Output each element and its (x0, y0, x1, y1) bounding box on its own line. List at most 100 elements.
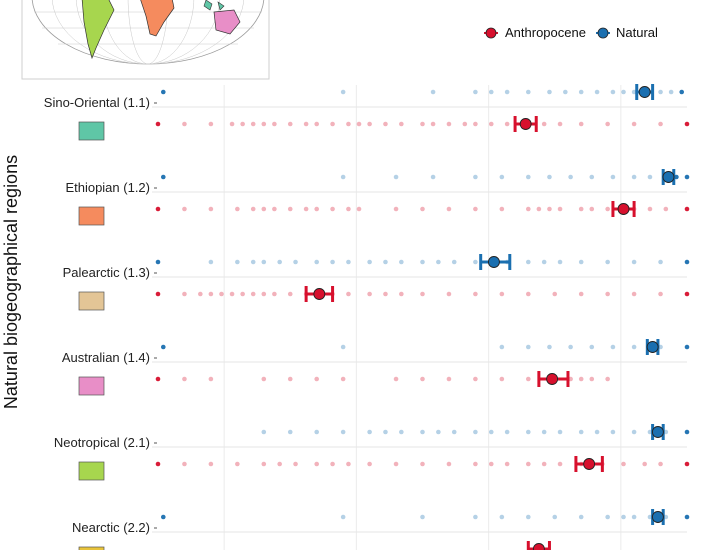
anthropocene-point (198, 291, 203, 297)
natural-point (499, 514, 505, 520)
natural-point (684, 429, 690, 435)
anthropocene-point (393, 461, 399, 467)
natural-point (526, 174, 531, 180)
anthropocene-point (261, 461, 267, 467)
anthropocene-point (155, 121, 161, 127)
anthropocene-point (330, 206, 335, 212)
natural-point (420, 514, 425, 520)
natural-point (155, 259, 161, 265)
anthropocene-point (393, 376, 399, 382)
region-row: Ethiopian (1.2) (65, 169, 690, 226)
anthropocene-point (488, 461, 494, 467)
natural-point (578, 429, 584, 435)
anthropocene-point (155, 376, 161, 382)
natural-point (552, 514, 558, 520)
anthropocene-point (303, 206, 309, 212)
natural-point (451, 429, 457, 435)
natural-point (399, 259, 404, 265)
natural-point (430, 89, 436, 95)
anthropocene-point (684, 206, 690, 212)
anthropocene-point (605, 376, 610, 382)
anthropocene-point (235, 461, 240, 467)
natural-point (346, 259, 351, 265)
natural-point (277, 259, 282, 265)
anthropocene-point (536, 206, 542, 212)
anthropocene-point (557, 121, 563, 127)
anthropocene-point (658, 291, 663, 297)
natural-point (330, 259, 335, 265)
region-swatch (78, 291, 105, 311)
anthropocene-point (430, 121, 436, 127)
natural-point (541, 429, 547, 435)
region-swatch (78, 461, 105, 481)
natural-point (250, 259, 256, 265)
inset-map-islands (203, 0, 225, 11)
natural-point (499, 344, 505, 350)
natural-point (631, 259, 637, 265)
natural-point (340, 174, 346, 180)
natural-point (526, 344, 531, 350)
anthropocene-point (367, 461, 372, 467)
anthropocene-point (250, 121, 256, 127)
natural-point (594, 429, 600, 435)
anthropocene-point (346, 461, 351, 467)
region-label: Australian (1.4) (62, 350, 150, 365)
anthropocene-point (287, 121, 293, 127)
natural-point (367, 259, 372, 265)
region-swatch (78, 206, 105, 226)
anthropocene-point (346, 121, 351, 127)
natural-point (526, 89, 531, 95)
legend-key-anthropocene (485, 27, 497, 39)
anthropocene-point (287, 206, 293, 212)
anthropocene-point (261, 291, 267, 297)
natural-point (610, 344, 616, 350)
anthropocene-point (526, 376, 531, 382)
natural-point (430, 174, 436, 180)
natural-point (473, 174, 478, 180)
anthropocene-point (420, 461, 425, 467)
anthropocene-point (658, 461, 663, 467)
natural-point (473, 259, 478, 265)
anthropocene-point (272, 291, 277, 297)
anthropocene-mean-marker (313, 288, 326, 300)
anthropocene-point (250, 206, 256, 212)
anthropocene-point (340, 376, 346, 382)
natural-point (393, 174, 399, 180)
anthropocene-point (261, 121, 267, 127)
anthropocene-point (605, 291, 610, 297)
natural-mean-marker (651, 511, 664, 523)
y-axis-label: Natural biogeographical regions (1, 155, 21, 409)
natural-point (420, 429, 425, 435)
anthropocene-point (208, 206, 214, 212)
natural-point (420, 259, 425, 265)
anthropocene-point (473, 121, 478, 127)
anthropocene-point (504, 461, 510, 467)
natural-point (594, 89, 600, 95)
anthropocene-point (473, 376, 478, 382)
natural-point (473, 429, 478, 435)
natural-point (684, 174, 690, 180)
anthropocene-point (261, 376, 267, 382)
region-label: Sino-Oriental (1.1) (44, 95, 150, 110)
region-swatch (78, 546, 105, 550)
natural-point (261, 259, 267, 265)
region-row: Sino-Oriental (1.1) (44, 84, 690, 141)
anthropocene-point (235, 206, 240, 212)
anthropocene-point (499, 206, 505, 212)
natural-point (568, 174, 573, 180)
region-label: Neotropical (2.1) (54, 435, 150, 450)
natural-point (235, 259, 240, 265)
anthropocene-point (663, 206, 669, 212)
natural-mean-marker (651, 426, 664, 438)
natural-point (504, 429, 510, 435)
legend: Anthropocene Natural (484, 25, 658, 40)
anthropocene-point (219, 291, 224, 297)
anthropocene-point (557, 206, 563, 212)
anthropocene-point (589, 206, 595, 212)
natural-point (547, 174, 552, 180)
natural-point (605, 514, 610, 520)
inset-map-africa (140, 0, 175, 37)
natural-point (631, 344, 637, 350)
natural-point (563, 89, 568, 95)
